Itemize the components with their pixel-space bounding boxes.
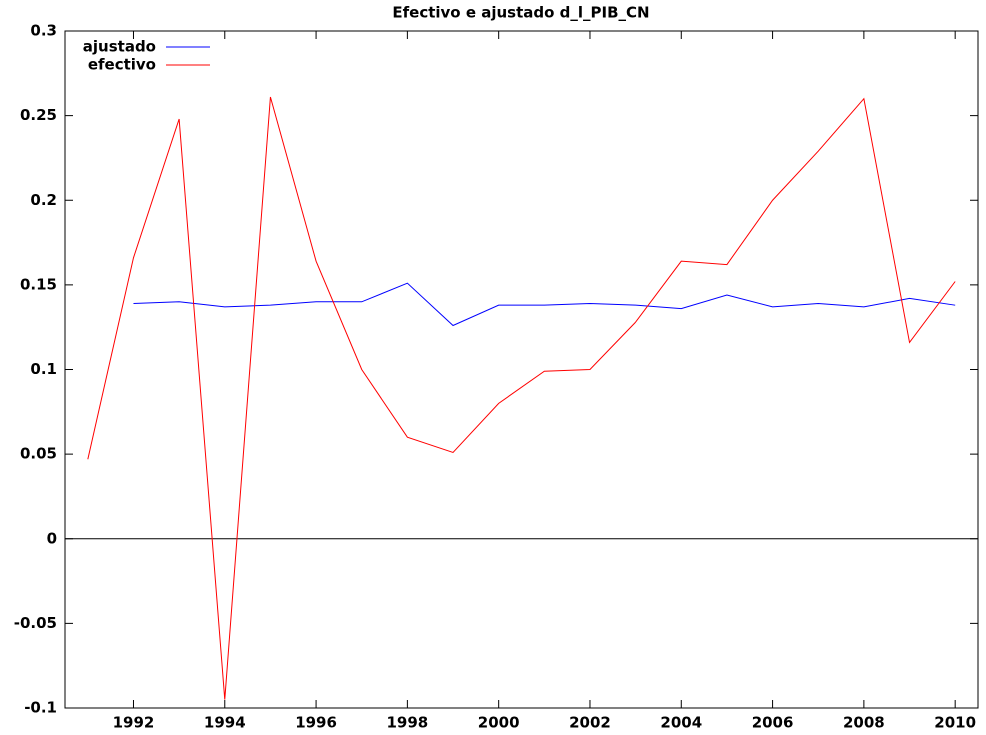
plot-frame xyxy=(64,30,979,709)
y-tick-label: 0.1 xyxy=(30,360,57,378)
legend-label: efectivo xyxy=(88,56,156,74)
y-tick-label: 0.25 xyxy=(20,106,57,124)
x-tick-label: 1998 xyxy=(387,714,429,732)
y-tick-label: 0.05 xyxy=(20,445,57,463)
x-tick-label: 2000 xyxy=(478,714,520,732)
x-tick-label: 1992 xyxy=(113,714,155,732)
y-tick-label: -0.05 xyxy=(14,614,57,632)
x-tick-label: 2004 xyxy=(660,714,702,732)
x-tick-label: 2008 xyxy=(843,714,885,732)
x-tick-label: 2010 xyxy=(934,714,976,732)
y-tick-label: -0.1 xyxy=(24,699,57,717)
series-line xyxy=(87,96,956,700)
y-tick-label: 0.3 xyxy=(30,22,57,40)
y-tick-label: 0.2 xyxy=(30,191,57,209)
y-tick-label: 0 xyxy=(47,529,57,547)
legend-label: ajustado xyxy=(83,38,156,56)
x-tick-label: 2002 xyxy=(569,714,611,732)
y-tick-label: 0.15 xyxy=(20,275,57,293)
x-tick-label: 1996 xyxy=(295,714,337,732)
x-tick-label: 2006 xyxy=(752,714,794,732)
x-tick-label: 1994 xyxy=(204,714,246,732)
chart-title: Efectivo e ajustado d_l_PIB_CN xyxy=(392,4,649,22)
series-line xyxy=(133,282,956,327)
